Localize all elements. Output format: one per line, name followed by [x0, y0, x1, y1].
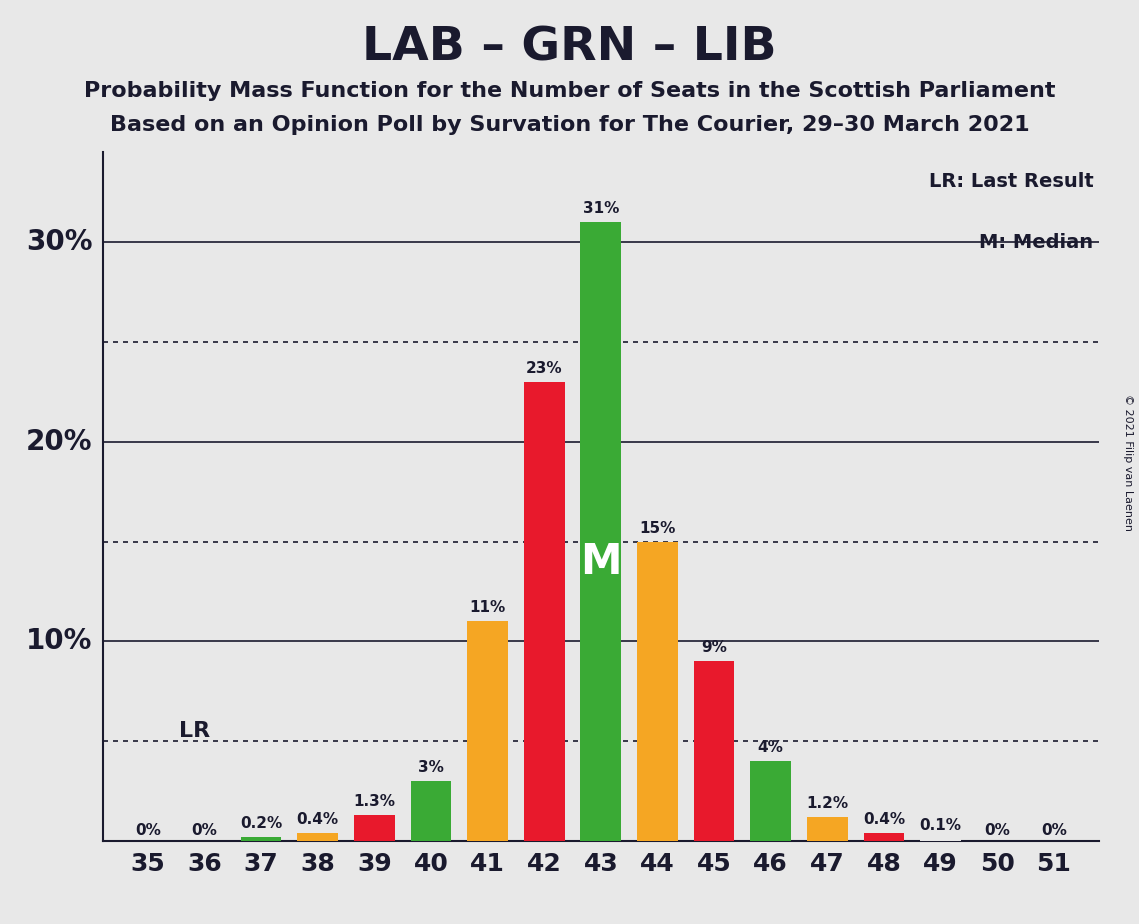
Text: 0.2%: 0.2%: [240, 816, 282, 831]
Bar: [637, 541, 678, 841]
Text: 4%: 4%: [757, 740, 784, 755]
Bar: [410, 781, 451, 841]
Bar: [581, 223, 621, 841]
Text: 9%: 9%: [702, 640, 727, 655]
Text: 20%: 20%: [26, 428, 92, 456]
Bar: [354, 815, 395, 841]
Text: LR: Last Result: LR: Last Result: [928, 173, 1093, 191]
Bar: [467, 621, 508, 841]
Text: © 2021 Filip van Laenen: © 2021 Filip van Laenen: [1123, 394, 1133, 530]
Bar: [920, 839, 961, 841]
Bar: [297, 833, 338, 841]
Text: Based on an Opinion Poll by Survation for The Courier, 29–30 March 2021: Based on an Opinion Poll by Survation fo…: [109, 115, 1030, 135]
Text: 30%: 30%: [26, 228, 92, 256]
Bar: [694, 662, 735, 841]
Text: 1.2%: 1.2%: [806, 796, 849, 811]
Text: 3%: 3%: [418, 760, 444, 775]
Bar: [751, 761, 792, 841]
Text: 10%: 10%: [26, 627, 92, 655]
Bar: [806, 817, 847, 841]
Bar: [524, 382, 565, 841]
Text: 15%: 15%: [639, 520, 675, 536]
Text: 0%: 0%: [134, 823, 161, 838]
Text: 23%: 23%: [526, 361, 563, 376]
Text: M: Median: M: Median: [980, 233, 1093, 251]
Text: 31%: 31%: [583, 201, 618, 216]
Text: 0%: 0%: [984, 823, 1010, 838]
Text: 0%: 0%: [1041, 823, 1067, 838]
Text: 0.4%: 0.4%: [863, 812, 906, 827]
Text: LAB – GRN – LIB: LAB – GRN – LIB: [362, 26, 777, 71]
Bar: [240, 837, 281, 841]
Bar: [863, 833, 904, 841]
Text: 1.3%: 1.3%: [353, 794, 395, 808]
Text: M: M: [580, 541, 622, 583]
Text: 0.1%: 0.1%: [919, 818, 961, 833]
Text: LR: LR: [179, 721, 210, 741]
Text: 0%: 0%: [191, 823, 218, 838]
Text: Probability Mass Function for the Number of Seats in the Scottish Parliament: Probability Mass Function for the Number…: [84, 81, 1055, 102]
Text: 11%: 11%: [469, 601, 506, 615]
Text: 0.4%: 0.4%: [296, 812, 338, 827]
